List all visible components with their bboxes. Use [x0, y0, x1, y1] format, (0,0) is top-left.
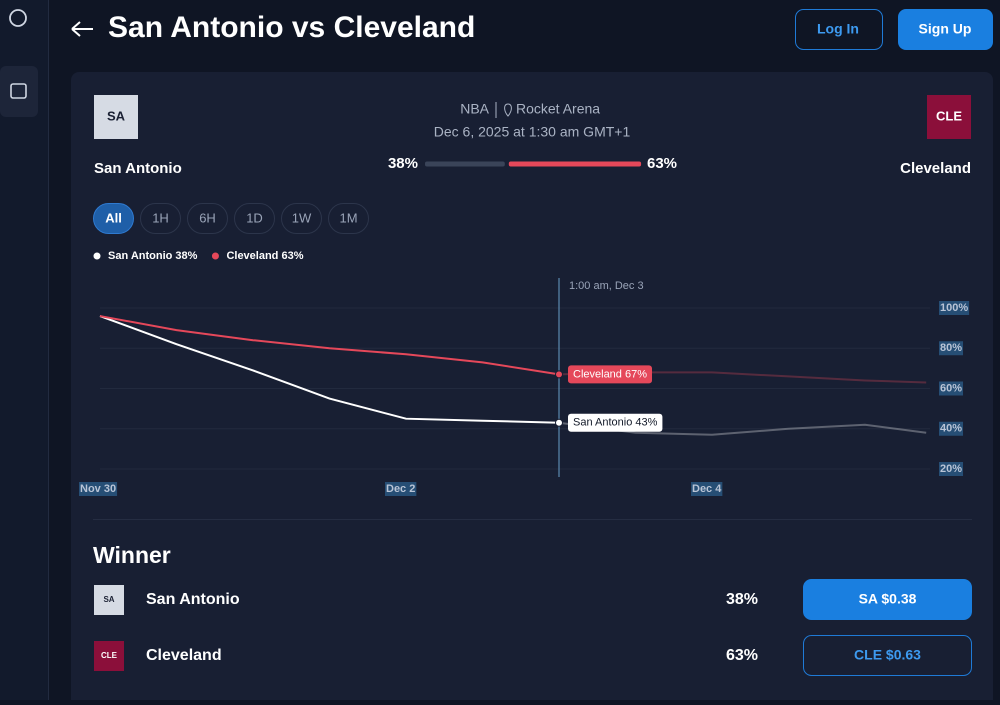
series-line — [99, 315, 560, 424]
team-logo — [94, 95, 138, 139]
signup-label: Sign Up — [919, 21, 972, 37]
filter-label: 1D — [246, 210, 263, 225]
buy-label: CLE $0.63 — [854, 647, 921, 663]
legend-dot — [211, 252, 219, 260]
time-filters: All 1H 6H 1D 1W 1M — [93, 203, 369, 234]
hover-label: San Antonio 43% — [573, 417, 658, 429]
tick-highlight — [691, 482, 723, 496]
logo-icon[interactable] — [9, 9, 27, 27]
venue: Rocket Arena — [516, 101, 600, 117]
page-title: San Antonio vs Cleveland — [108, 11, 475, 44]
odds-segment — [508, 161, 642, 167]
x-tick-label: Dec 2 — [386, 483, 415, 495]
x-tick-label: Dec 4 — [692, 483, 722, 495]
team-name: San Antonio — [146, 591, 240, 608]
pin-icon — [504, 103, 512, 117]
y-tick-label: 80% — [940, 342, 962, 354]
back-arrow[interactable] — [71, 21, 93, 37]
legend-dot — [93, 252, 101, 260]
filter-button[interactable] — [281, 203, 322, 234]
filter-button[interactable] — [93, 203, 134, 234]
y-tick-label: 40% — [940, 423, 962, 435]
legend-label: San Antonio 38% — [108, 250, 198, 262]
section-title: Winner — [93, 542, 171, 568]
team-abbr: SA — [107, 108, 126, 123]
filter-label: 1W — [292, 210, 312, 225]
team-logo — [927, 95, 971, 139]
tick-highlight — [939, 341, 964, 356]
calendar-icon — [10, 83, 27, 99]
login-label: Log In — [817, 21, 859, 37]
y-tick-label: 100% — [940, 302, 968, 314]
hover-label-bg — [568, 365, 652, 384]
chance: 63% — [726, 647, 758, 664]
series-line — [99, 315, 560, 376]
hover-label-bg — [568, 413, 663, 432]
tick-highlight — [385, 482, 417, 496]
hover-dot — [555, 370, 563, 379]
tick-highlight — [939, 421, 964, 436]
league: NBA — [460, 101, 489, 117]
signup-button[interactable] — [898, 9, 993, 50]
team-abbr: CLE — [101, 651, 118, 660]
login-button[interactable] — [795, 9, 883, 50]
team-name: San Antonio — [94, 160, 182, 177]
chart: San Antonio 38% Cleveland 63% 20% 40% 60% 80%… — [79, 250, 970, 496]
away-odds: 63% — [647, 155, 677, 172]
filter-label: 6H — [199, 210, 216, 225]
odds-segment — [425, 161, 505, 167]
date: Dec 6, 2025 at 1:30 am GMT+1 — [434, 124, 631, 140]
buy-button[interactable] — [803, 635, 972, 676]
y-tick-label: 60% — [940, 382, 962, 394]
legend-label: Cleveland 63% — [226, 250, 303, 262]
winner-list: SA San Antonio 38% SA $0.38 CLE Cleveland 63% C… — [94, 579, 972, 676]
tick-highlight — [79, 482, 118, 496]
filter-button[interactable] — [140, 203, 181, 234]
filter-button[interactable] — [234, 203, 275, 234]
team-logo — [94, 641, 124, 671]
hover-label: Cleveland 67% — [573, 368, 647, 380]
x-tick-label: Nov 30 — [80, 483, 116, 495]
hover-dot — [555, 418, 563, 427]
home-odds: 38% — [388, 155, 418, 172]
nav-item[interactable] — [0, 66, 38, 117]
tick-highlight — [939, 462, 964, 476]
chance: 38% — [726, 591, 758, 608]
filter-label: 1M — [339, 210, 357, 225]
buy-label: SA $0.38 — [859, 591, 917, 607]
team-logo — [94, 585, 124, 615]
tick-highlight — [939, 301, 970, 315]
team-name: Cleveland — [900, 160, 971, 177]
odds-bar — [425, 161, 642, 167]
team-name: Cleveland — [146, 647, 222, 664]
tick-highlight — [939, 381, 964, 396]
team-abbr: SA — [103, 595, 114, 604]
filter-label: All — [105, 210, 122, 225]
filter-button[interactable] — [328, 203, 369, 234]
y-tick-label: 20% — [940, 463, 962, 475]
filter-button[interactable] — [187, 203, 228, 234]
filter-label: 1H — [152, 210, 169, 225]
buy-button[interactable] — [803, 579, 972, 620]
hover-title: 1:00 am, Dec 3 — [569, 280, 644, 292]
team-abbr: CLE — [936, 108, 962, 123]
